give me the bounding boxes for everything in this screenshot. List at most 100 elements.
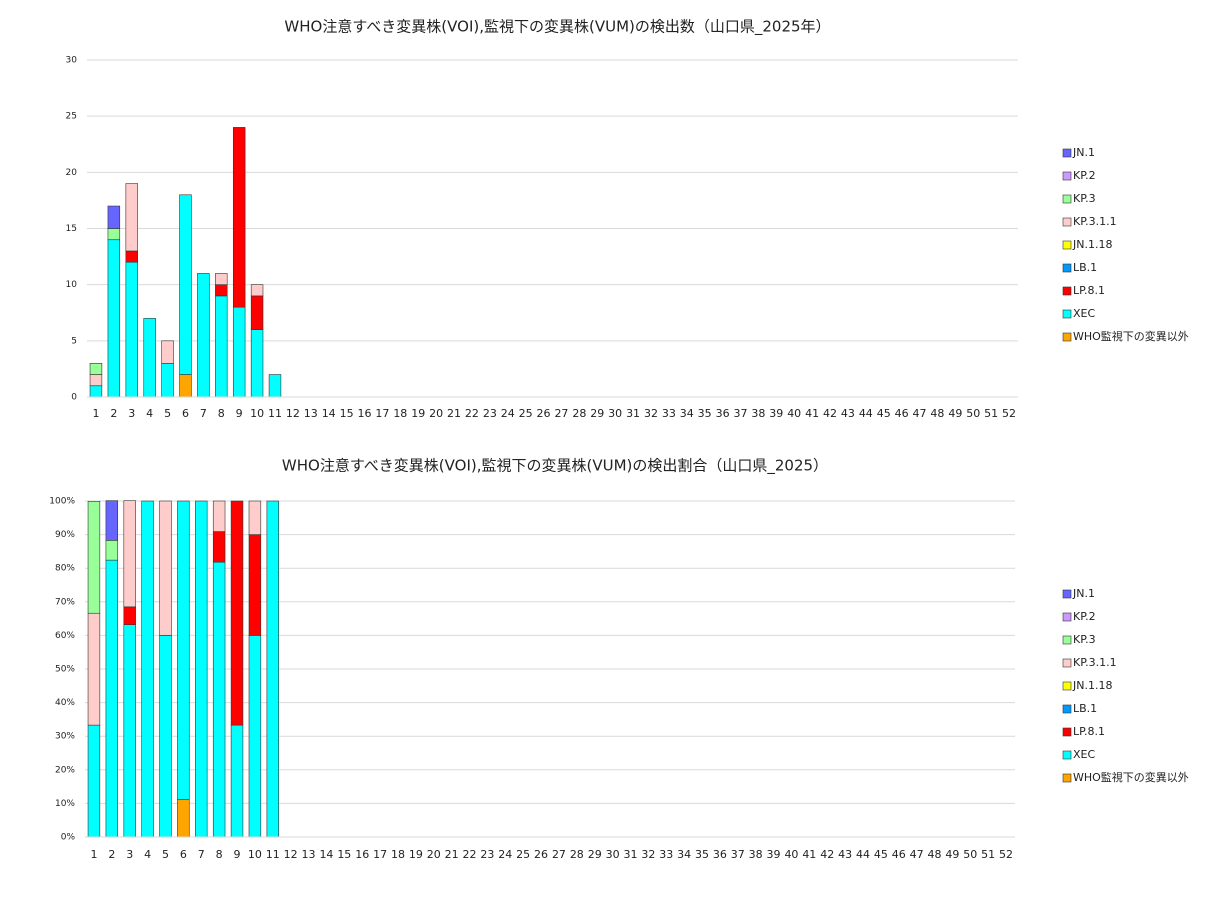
x-tick-label: 10 [250, 407, 264, 420]
x-tick-label: 39 [767, 848, 781, 861]
legend-swatch [1062, 704, 1072, 714]
x-tick-label: 30 [606, 848, 620, 861]
x-tick-label: 13 [302, 848, 316, 861]
y-tick-label: 10 [66, 280, 78, 290]
x-tick-label: 44 [859, 407, 873, 420]
legend-label: KP.2 [1073, 610, 1096, 623]
legend-label: JN.1.18 [1072, 238, 1112, 251]
x-tick-label: 11 [268, 407, 282, 420]
x-tick-label: 39 [769, 407, 783, 420]
bar-segment [232, 306, 246, 398]
bar-segment [89, 385, 103, 398]
bar-segment [212, 500, 226, 532]
x-tick-label: 37 [731, 848, 745, 861]
x-tick-label: 43 [838, 848, 852, 861]
x-tick-label: 46 [892, 848, 906, 861]
x-tick-label: 8 [218, 407, 225, 420]
bar-segment [212, 531, 226, 563]
x-tick-label: 51 [984, 407, 998, 420]
bar-segment [125, 250, 138, 263]
bar-segment [123, 624, 136, 838]
x-tick-label: 32 [641, 848, 655, 861]
x-tick-label: 19 [411, 407, 425, 420]
x-tick-label: 37 [733, 407, 747, 420]
chart-title: WHO注意すべき変異株(VOI),監視下の変異株(VUM)の検出割合（山口県_2… [282, 457, 828, 476]
x-tick-label: 33 [662, 407, 676, 420]
x-tick-label: 38 [749, 848, 763, 861]
x-tick-label: 32 [644, 407, 658, 420]
legend-label: XEC [1073, 748, 1095, 761]
bar-segment [232, 127, 246, 308]
x-tick-label: 43 [841, 407, 855, 420]
x-tick-label: 35 [698, 407, 712, 420]
x-tick-label: 20 [427, 848, 441, 861]
x-tick-label: 34 [677, 848, 691, 861]
bar-segment [179, 374, 192, 398]
bar-segment [230, 724, 244, 838]
legend-label: XEC [1073, 307, 1095, 320]
legend-swatch [1062, 263, 1072, 273]
y-tick-label: 15 [66, 224, 77, 234]
legend-swatch [1062, 612, 1072, 622]
legend-label: LB.1 [1073, 261, 1097, 274]
x-tick-label: 6 [182, 407, 189, 420]
x-tick-label: 46 [895, 407, 909, 420]
x-tick-label: 36 [716, 407, 730, 420]
legend-label: KP.3.1.1 [1073, 215, 1117, 228]
legend-label: JN.1.18 [1072, 679, 1112, 692]
x-tick-label: 21 [447, 407, 461, 420]
bar-segment [248, 500, 262, 535]
x-tick-label: 12 [284, 848, 298, 861]
y-tick-label: 100% [49, 497, 75, 507]
legend-label: KP.3 [1073, 192, 1096, 205]
x-tick-label: 12 [286, 407, 300, 420]
legend-swatch [1062, 286, 1072, 296]
x-tick-label: 26 [534, 848, 548, 861]
bar-segment [89, 362, 103, 375]
bar-segment [105, 540, 119, 561]
x-tick-label: 25 [516, 848, 530, 861]
x-tick-label: 31 [626, 407, 640, 420]
bar-segment [87, 612, 101, 726]
legend-swatch [1062, 332, 1072, 342]
x-tick-label: 45 [874, 848, 888, 861]
y-tick-label: 5 [71, 336, 77, 346]
x-tick-label: 52 [1002, 407, 1016, 420]
x-tick-label: 30 [608, 407, 622, 420]
legend-swatch [1062, 750, 1072, 760]
x-tick-label: 15 [340, 407, 354, 420]
x-tick-label: 18 [393, 407, 407, 420]
legend-swatch [1062, 171, 1072, 181]
x-tick-label: 4 [144, 848, 151, 861]
bar-segment [87, 724, 101, 838]
x-tick-label: 11 [266, 848, 280, 861]
x-tick-label: 51 [981, 848, 995, 861]
x-tick-label: 16 [358, 407, 372, 420]
y-tick-label: 25 [66, 112, 77, 122]
bar-segment [248, 534, 262, 636]
legend-label: KP.2 [1073, 169, 1096, 182]
bar-segment [179, 194, 192, 375]
legend-label: JN.1 [1072, 587, 1095, 600]
legend-swatch [1062, 773, 1072, 783]
x-tick-label: 23 [480, 848, 494, 861]
legend-swatch [1062, 148, 1072, 158]
bar-segment [125, 183, 138, 252]
legend-label: WHO監視下の変異以外 [1073, 329, 1189, 343]
bar-segment [125, 261, 138, 398]
legend-swatch [1062, 589, 1072, 599]
bar-segment [107, 228, 121, 241]
bar-segment [123, 606, 136, 625]
y-tick-label: 10% [55, 799, 75, 809]
legend-swatch [1062, 727, 1072, 737]
x-tick-label: 5 [164, 407, 171, 420]
bar-segment [161, 340, 174, 364]
y-tick-label: 20 [66, 168, 78, 178]
x-tick-label: 14 [322, 407, 336, 420]
y-tick-label: 0 [71, 393, 77, 403]
y-tick-label: 30% [55, 732, 75, 742]
x-tick-label: 29 [590, 407, 604, 420]
y-tick-label: 50% [55, 665, 75, 675]
y-tick-label: 20% [55, 765, 75, 775]
x-tick-label: 27 [552, 848, 566, 861]
